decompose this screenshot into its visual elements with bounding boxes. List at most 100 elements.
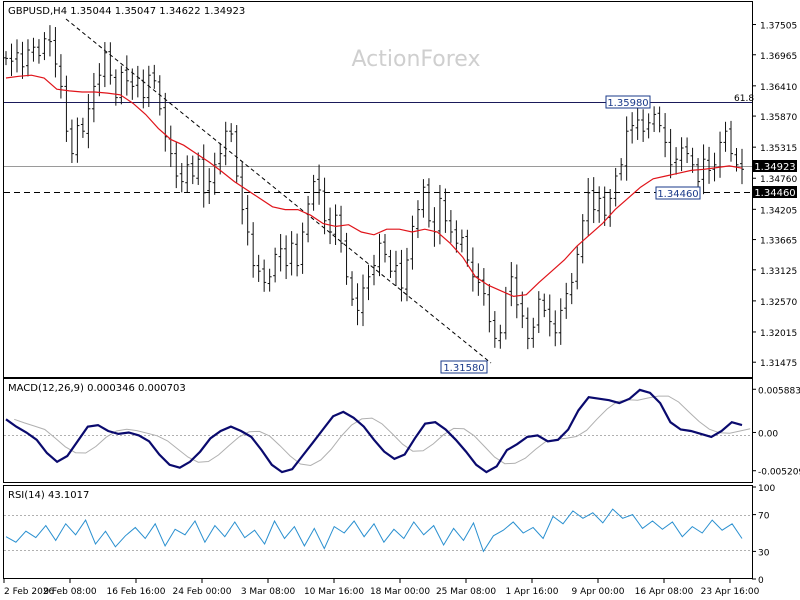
fib-level-label: 61.8 — [734, 94, 754, 104]
ohlc-bar — [514, 264, 519, 319]
ohlc-bar — [91, 72, 96, 123]
ohlc-bar — [53, 27, 58, 78]
ohlc-bar — [278, 234, 283, 272]
ohlc-bar — [470, 247, 475, 292]
ohlc-bar — [212, 152, 217, 195]
ohlc-bar — [75, 117, 80, 163]
ohlc-bar — [31, 37, 36, 62]
ohlc-bar — [487, 283, 492, 333]
low-annotation: 1.31580 — [440, 360, 488, 374]
ohlc-bar — [426, 178, 431, 228]
ohlc-bar — [234, 125, 239, 183]
ohlc-bar — [448, 210, 453, 243]
ohlc-bar — [536, 291, 541, 334]
svg-text:1.34460: 1.34460 — [657, 189, 698, 200]
ohlc-bar — [476, 263, 481, 296]
ohlc-bar — [481, 268, 486, 306]
x-tick-label: 9 Apr 00:00 — [572, 587, 625, 597]
ohlc-bar — [185, 155, 190, 193]
ohlc-bar — [657, 106, 662, 133]
ohlc-bar — [492, 311, 497, 348]
price-tick-label: 1.32015 — [760, 329, 797, 339]
ohlc-bar — [404, 247, 409, 302]
ohlc-bar — [624, 116, 629, 181]
ohlc-bar — [157, 75, 162, 116]
price-tick-label: 1.31475 — [760, 359, 797, 369]
ohlc-bar — [410, 215, 415, 270]
macd-header: MACD(12,26,9) 0.000346 0.000703 — [8, 383, 186, 394]
ohlc-bar — [542, 293, 547, 318]
ohlc-bar — [547, 294, 552, 337]
ohlc-bar — [47, 25, 52, 57]
ohlc-bar — [25, 39, 30, 77]
ohlc-bar — [509, 262, 514, 307]
x-tick-label: 16 Apr 08:00 — [635, 587, 694, 597]
ohlc-bar — [262, 259, 267, 292]
ohlc-bar — [674, 147, 679, 175]
ohlc-bar — [300, 222, 305, 274]
ohlc-bar — [174, 141, 179, 189]
ohlc-bar — [256, 254, 261, 282]
ohlc-bar — [421, 179, 426, 218]
ohlc-bar — [64, 75, 69, 142]
ohlc-bar — [663, 113, 668, 158]
support-annotation: 1.34460 — [655, 186, 701, 200]
ohlc-bar — [58, 54, 63, 99]
ohlc-bar — [119, 65, 124, 105]
macd-tick-label: 0.005883 — [758, 386, 800, 396]
ohlc-bar — [443, 188, 448, 233]
ohlc-bar — [575, 246, 580, 290]
ohlc-bar — [685, 137, 690, 164]
ohlc-bar — [146, 65, 151, 108]
ohlc-bar — [190, 155, 195, 185]
x-tick-label: 23 Apr 16:00 — [701, 587, 760, 597]
price-tick-label: 1.35870 — [760, 113, 797, 123]
x-tick-label: 10 Mar 16:00 — [304, 587, 364, 597]
ohlc-bar — [558, 298, 563, 345]
rsi-tick-label: 70 — [758, 512, 770, 522]
ohlc-bar — [723, 121, 728, 152]
ohlc-bar — [613, 167, 618, 207]
rsi-tick-label: 0 — [758, 576, 764, 586]
ohlc-bar — [393, 250, 398, 286]
macd-panel — [3, 378, 753, 483]
ohlc-bar — [267, 268, 272, 292]
ohlc-bar — [531, 317, 536, 348]
svg-text:1.34923: 1.34923 — [754, 162, 795, 173]
rsi-tick-label: 100 — [758, 484, 775, 494]
ohlc-bar — [251, 222, 256, 278]
svg-text:1.31580: 1.31580 — [443, 363, 484, 374]
ohlc-bar — [322, 177, 327, 235]
ohlc-bar — [108, 42, 113, 85]
price-tick-label: 1.35315 — [760, 144, 797, 154]
high-annotation: 1.35980 — [605, 95, 651, 109]
ohlc-bar — [591, 177, 596, 224]
ohlc-bar — [350, 271, 355, 306]
ohlc-bar — [152, 64, 157, 89]
rsi-tick-label: 30 — [758, 548, 770, 558]
ohlc-bar — [564, 282, 569, 319]
price-tick-label: 1.34205 — [760, 206, 797, 216]
ohlc-bar — [553, 310, 558, 347]
price-tick-label: 1.36965 — [760, 52, 797, 62]
ohlc-bar — [141, 69, 146, 109]
ohlc-bar — [311, 174, 316, 211]
ohlc-bar — [454, 220, 459, 253]
x-tick-label: 2 Feb 2026 — [4, 587, 55, 597]
ohlc-bar — [14, 39, 19, 73]
ohlc-bar — [690, 147, 695, 173]
ohlc-bar — [696, 158, 701, 189]
ohlc-bar — [207, 168, 212, 204]
price-tick-label: 1.33125 — [760, 267, 797, 277]
ohlc-bar — [223, 121, 228, 166]
price-tick-label: 1.32570 — [760, 298, 797, 308]
ohlc-bar — [646, 113, 651, 139]
x-tick-label: 18 Mar 00:00 — [370, 587, 430, 597]
ohlc-bar — [366, 264, 371, 301]
ohlc-bar — [372, 254, 376, 286]
price-tick-label: 1.33665 — [760, 237, 797, 247]
ohlc-bar — [289, 231, 294, 276]
ohlc-bar — [196, 152, 201, 185]
ohlc-bar — [361, 274, 366, 327]
ohlc-bar — [712, 152, 717, 182]
